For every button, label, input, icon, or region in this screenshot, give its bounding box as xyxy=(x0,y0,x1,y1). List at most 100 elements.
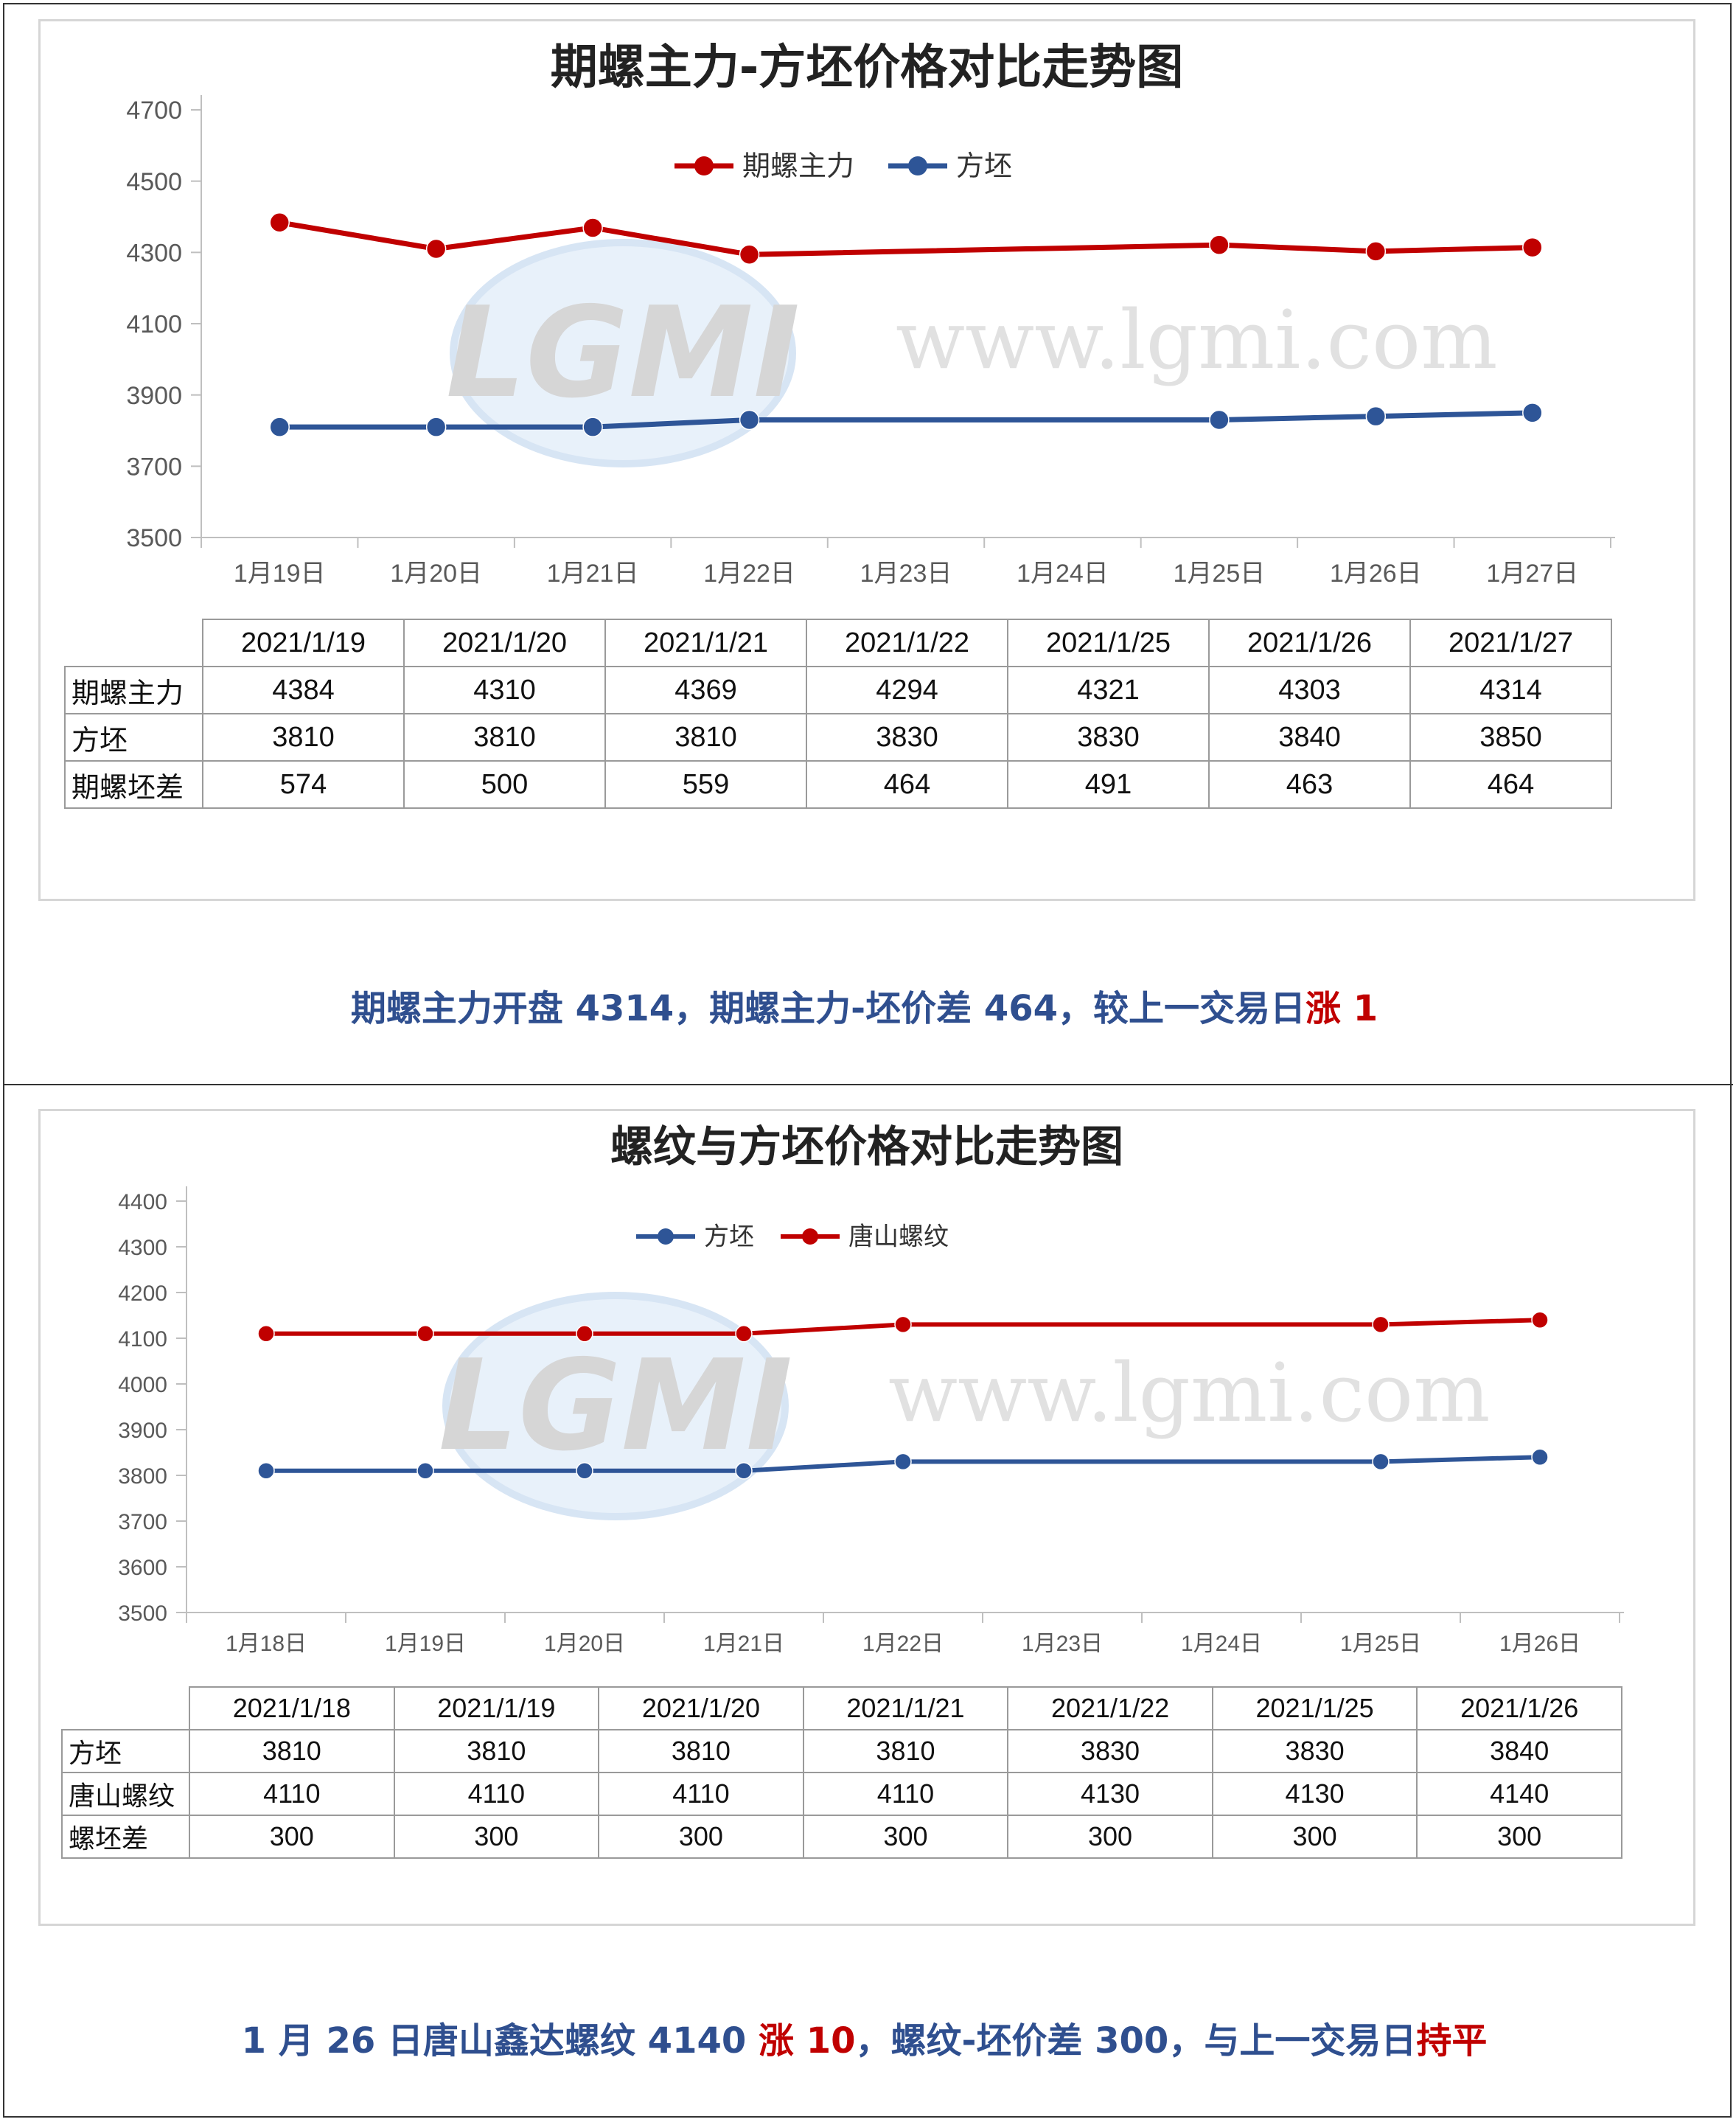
data-point xyxy=(269,417,290,437)
table-cell: 464 xyxy=(1409,760,1612,809)
table-cell: 4140 xyxy=(1416,1772,1622,1816)
table-cell: 4369 xyxy=(604,666,807,714)
watermark-logo-ellipse xyxy=(442,1292,789,1520)
data-point xyxy=(1365,241,1387,262)
table-corner xyxy=(62,1687,190,1730)
summary-highlight: 持平 xyxy=(1416,2020,1488,2062)
table-header-cell: 2021/1/22 xyxy=(806,619,1008,667)
data-point xyxy=(739,244,760,265)
table-cell: 4130 xyxy=(1211,1772,1418,1816)
x-tick-label: 1月21日 xyxy=(703,1632,784,1656)
watermark-url: www.lgmi.com xyxy=(896,293,1498,387)
data-point xyxy=(1522,237,1543,258)
x-tick-label: 1月23日 xyxy=(860,560,952,588)
summary-futures: 期螺主力开盘 4314，期螺主力-坯价差 464，较上一交易日涨 1 xyxy=(0,979,1729,1031)
table-header-cell: 2021/1/20 xyxy=(598,1686,804,1730)
table-header-cell: 2021/1/21 xyxy=(802,1686,1009,1730)
table-cell: 4110 xyxy=(393,1772,600,1816)
x-tick-label: 1月20日 xyxy=(544,1632,625,1656)
table-cell: 4130 xyxy=(1007,1772,1213,1816)
y-tick-label: 3500 xyxy=(126,524,182,552)
x-tick-label: 1月18日 xyxy=(226,1632,307,1656)
data-point xyxy=(1365,406,1387,427)
table-cell: 300 xyxy=(189,1815,395,1859)
table-cell: 464 xyxy=(806,760,1008,809)
legend-label: 方坯 xyxy=(704,1222,754,1251)
chart-panel-rebar: LGMI www.lgmi.com 螺纹与方坯价格对比走势图 4400 4300 4200… xyxy=(38,1109,1695,1926)
data-point xyxy=(1522,403,1543,423)
summary-highlight: 涨 10 xyxy=(758,2020,856,2062)
table-cell: 3810 xyxy=(604,713,807,762)
table-cell: 574 xyxy=(202,760,405,809)
table-cell: 4110 xyxy=(598,1772,804,1816)
y-tick-label: 3700 xyxy=(118,1510,167,1534)
table-cell: 4310 xyxy=(403,666,606,714)
table-cell: 4384 xyxy=(202,666,405,714)
data-point xyxy=(257,1462,275,1480)
series-0 xyxy=(257,1448,1549,1480)
series-line xyxy=(279,220,1533,257)
table-row-label: 期螺坯差 xyxy=(64,760,203,809)
data-point xyxy=(1531,1311,1549,1329)
data-point xyxy=(739,409,760,431)
table-header-cell: 2021/1/25 xyxy=(1211,1686,1418,1730)
legend: 方坯 唐山螺纹 xyxy=(636,1222,949,1251)
table-cell: 3830 xyxy=(806,713,1008,762)
table-header-cell: 2021/1/26 xyxy=(1208,619,1411,667)
watermark-logo-ellipse xyxy=(450,239,796,467)
x-tick-label: 1月23日 xyxy=(1022,1632,1103,1656)
x-tick-label: 1月21日 xyxy=(547,560,639,588)
page-frame xyxy=(3,3,1732,2118)
table-cell: 3810 xyxy=(598,1729,804,1773)
table-row: 唐山螺纹 4110 4110 4110 4110 4130 4130 4140 xyxy=(61,1772,1622,1816)
y-tick-label: 4500 xyxy=(126,168,182,196)
table-cell: 3810 xyxy=(189,1729,395,1773)
x-tick-label: 1月25日 xyxy=(1340,1632,1421,1656)
table-cell: 300 xyxy=(1007,1815,1213,1859)
x-tick-label: 1月24日 xyxy=(1017,560,1109,588)
legend-label: 唐山螺纹 xyxy=(848,1222,949,1251)
y-tick-label: 3500 xyxy=(118,1601,167,1626)
table-header-cell: 2021/1/22 xyxy=(1007,1686,1213,1730)
summary-rebar: 1 月 26 日唐山鑫达螺纹 4140 涨 10，螺纹-坯价差 300，与上一交… xyxy=(0,2011,1729,2063)
legend-swatch-dot xyxy=(908,156,927,175)
legend-swatch-dot xyxy=(802,1228,818,1245)
x-tick-label: 1月19日 xyxy=(385,1632,466,1656)
table-header-cell: 2021/1/27 xyxy=(1409,619,1612,667)
watermark-logo-text: LGMI xyxy=(446,280,800,426)
data-table-futures: 2021/1/19 2021/1/20 2021/1/21 2021/1/22 2021… xyxy=(64,619,1612,809)
data-point xyxy=(894,1315,912,1334)
table-cell: 4110 xyxy=(189,1772,395,1816)
y-tick-label: 4300 xyxy=(118,1236,167,1260)
table-row: 螺坯差 300 300 300 300 300 300 300 xyxy=(61,1815,1622,1859)
data-point xyxy=(425,417,447,437)
summary-text: 1 月 26 日唐山鑫达螺纹 4140 xyxy=(241,2020,759,2062)
table-cell: 3830 xyxy=(1211,1729,1418,1773)
table-cell: 3830 xyxy=(1007,1729,1213,1773)
x-tick-label: 1月25日 xyxy=(1174,560,1266,588)
table-cell: 3840 xyxy=(1208,713,1411,762)
data-point xyxy=(576,1325,593,1343)
watermark-logo-text: LGMI xyxy=(439,1333,792,1479)
summary-highlight: 涨 1 xyxy=(1306,988,1378,1029)
series-1 xyxy=(269,403,1543,437)
x-tick-label: 1月22日 xyxy=(862,1632,944,1656)
table-cell: 300 xyxy=(1416,1815,1622,1859)
section-divider xyxy=(3,1084,1733,1085)
table-cell: 3810 xyxy=(403,713,606,762)
watermark: LGMI www.lgmi.com xyxy=(439,1292,1491,1520)
table-cell: 4294 xyxy=(806,666,1008,714)
y-tick-label: 4200 xyxy=(118,1281,167,1306)
y-tick-label: 4300 xyxy=(126,240,182,268)
series-1 xyxy=(257,1311,1549,1343)
table-cell: 4314 xyxy=(1409,666,1612,714)
table-header-cell: 2021/1/18 xyxy=(189,1686,395,1730)
table-row: 期螺主力 4384 4310 4369 4294 4321 4303 4314 xyxy=(64,666,1612,714)
series-0 xyxy=(269,212,1543,265)
legend-label: 方坯 xyxy=(956,150,1012,182)
table-cell: 300 xyxy=(598,1815,804,1859)
table-header-cell: 2021/1/19 xyxy=(393,1686,600,1730)
data-point xyxy=(582,218,603,238)
summary-text: 期螺主力开盘 4314，期螺主力-坯价差 464，较上一交易日 xyxy=(350,988,1306,1029)
table-header-cell: 2021/1/26 xyxy=(1416,1686,1622,1730)
